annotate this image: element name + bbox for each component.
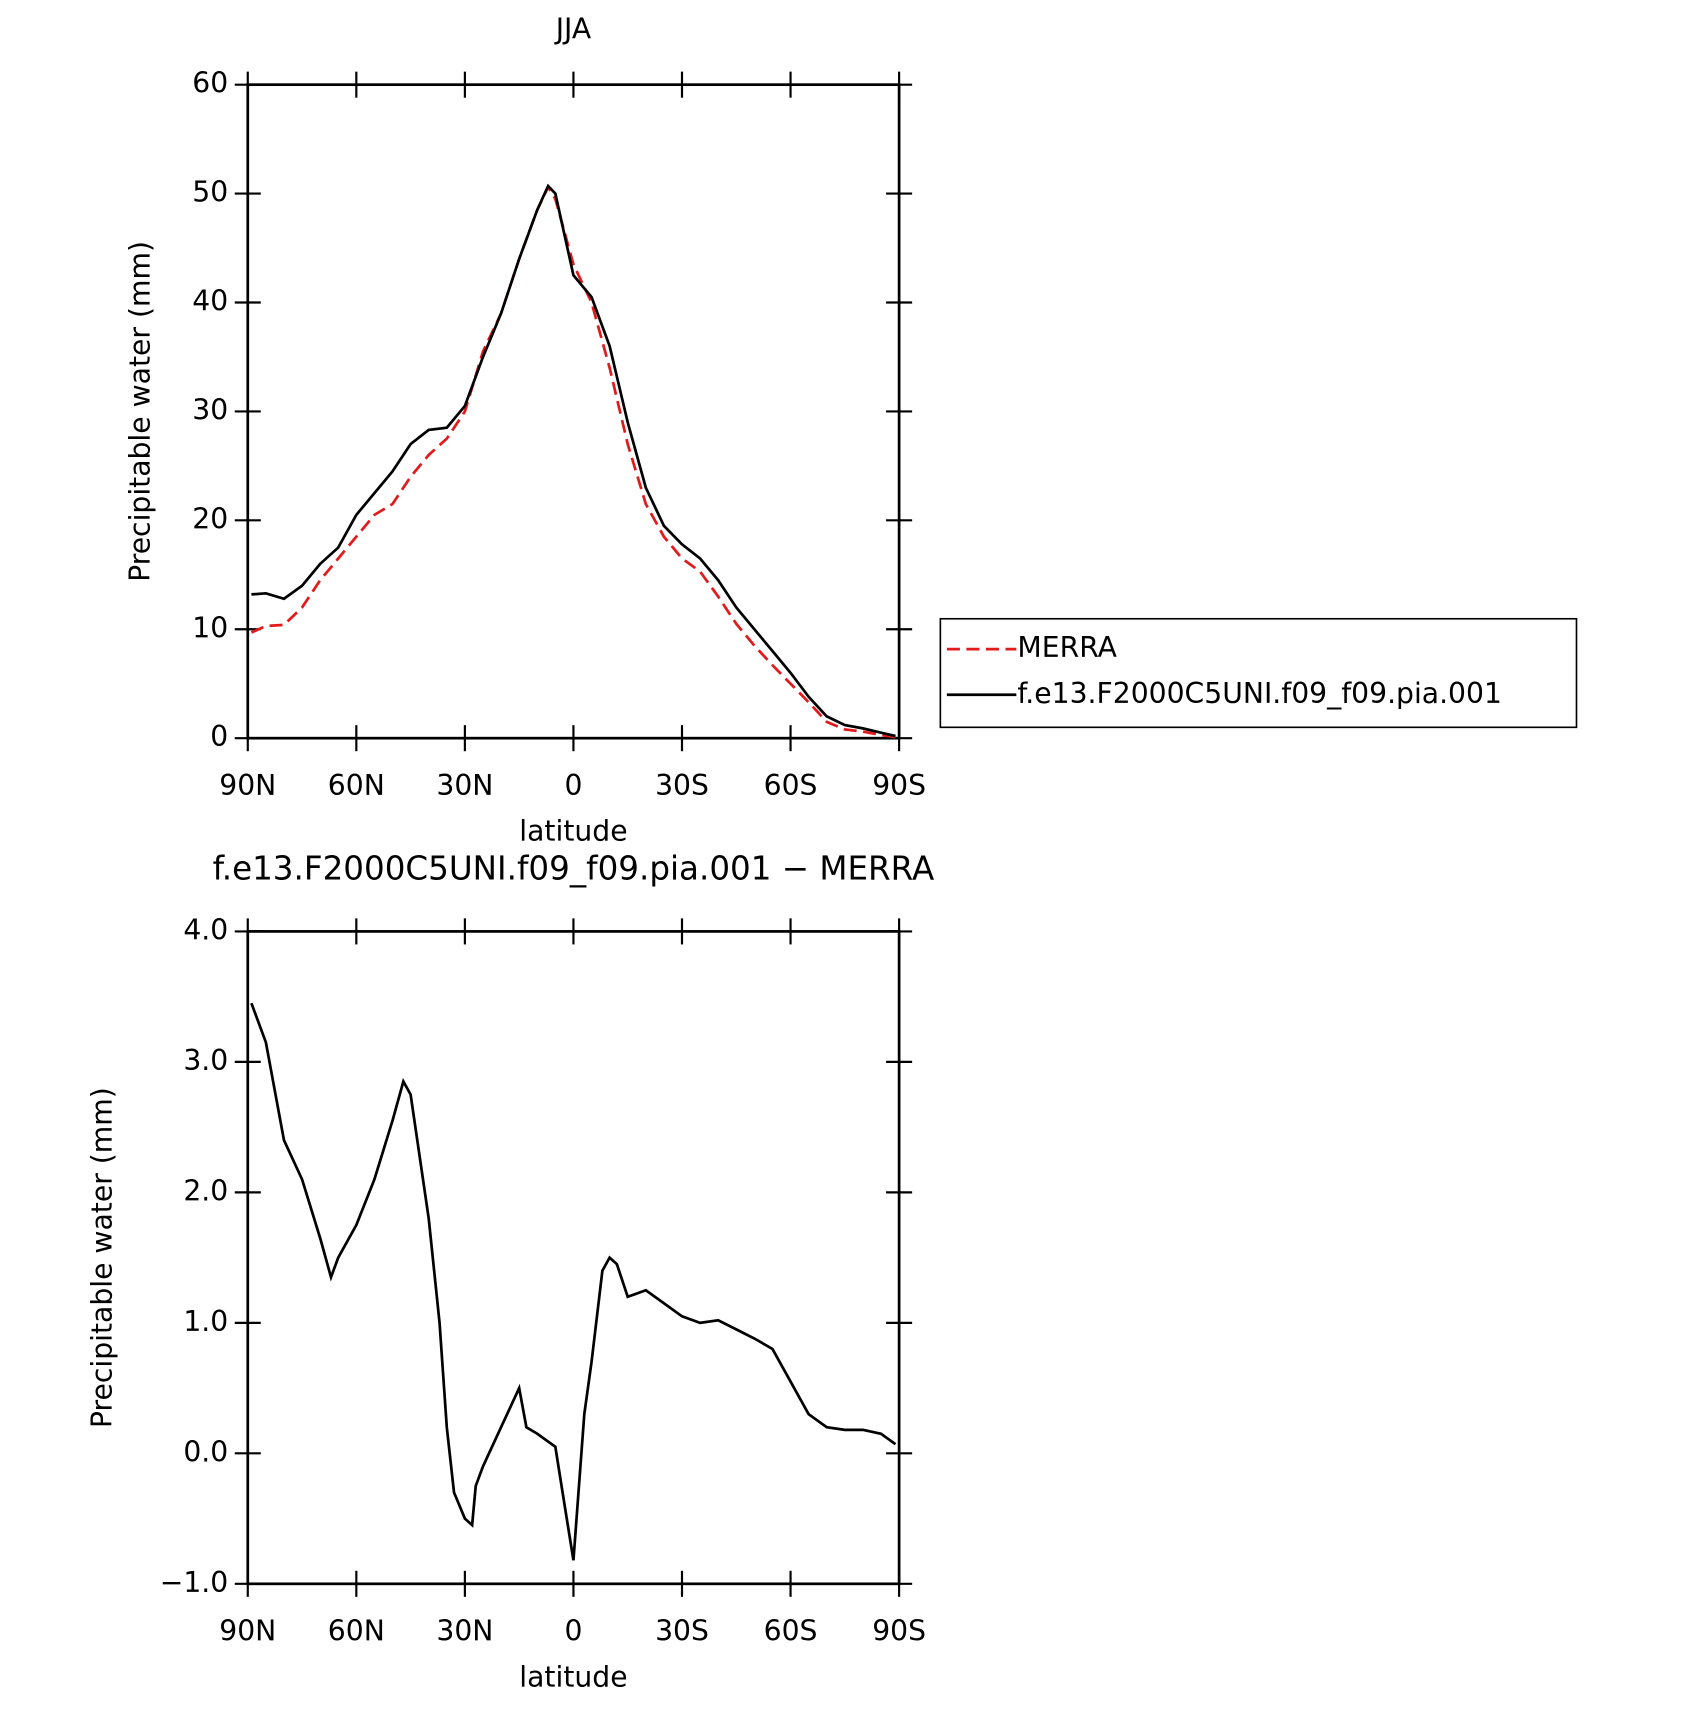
x-tick-label: 30N xyxy=(436,1615,493,1648)
chart-title: JJA xyxy=(554,12,592,45)
x-tick-label: 90N xyxy=(219,769,276,802)
x-tick-label: 30S xyxy=(655,1615,709,1648)
y-tick-label: 4.0 xyxy=(183,913,228,946)
y-axis-label: Precipitable water (mm) xyxy=(85,1087,118,1428)
legend-label: MERRA xyxy=(1017,631,1117,664)
data-line xyxy=(250,1002,897,1561)
y-tick-label: −1.0 xyxy=(160,1566,229,1599)
data-line xyxy=(250,184,896,739)
y-tick-label: 2.0 xyxy=(183,1174,228,1207)
x-tick-label: 90N xyxy=(219,1615,276,1648)
plot-frame xyxy=(246,930,901,1586)
x-tick-label: 60N xyxy=(328,1615,385,1648)
x-tick-label: 30N xyxy=(436,769,493,802)
y-tick-label: 1.0 xyxy=(183,1305,228,1338)
x-tick-label: 0 xyxy=(564,769,582,802)
y-tick-label: 40 xyxy=(192,285,228,318)
chart-title: f.e13.F2000C5UNI.f09_f09.pia.001 − MERRA xyxy=(213,850,935,888)
data-line xyxy=(251,183,896,738)
x-tick-label: 30S xyxy=(655,769,709,802)
x-tick-label: 60N xyxy=(328,769,385,802)
x-tick-label: 90S xyxy=(872,1615,926,1648)
y-tick-label: 50 xyxy=(192,176,228,209)
x-axis-label: latitude xyxy=(519,815,627,848)
x-tick-label: 90S xyxy=(872,769,926,802)
y-tick-label: 30 xyxy=(192,393,228,426)
x-tick-label: 0 xyxy=(564,1615,582,1648)
y-tick-label: 10 xyxy=(192,611,228,644)
x-tick-label: 60S xyxy=(764,769,818,802)
plot-frame xyxy=(246,83,901,740)
y-tick-label: 3.0 xyxy=(183,1044,228,1077)
x-tick-label: 60S xyxy=(764,1615,818,1648)
legend-label: f.e13.F2000C5UNI.f09_f09.pia.001 xyxy=(1017,677,1501,710)
y-tick-label: 60 xyxy=(192,67,228,100)
x-axis-label: latitude xyxy=(519,1660,627,1693)
y-tick-label: 0.0 xyxy=(183,1435,228,1468)
legend-box xyxy=(939,617,1578,729)
y-tick-label: 20 xyxy=(192,502,228,535)
y-axis-label: Precipitable water (mm) xyxy=(123,241,156,582)
y-tick-label: 0 xyxy=(210,720,228,753)
